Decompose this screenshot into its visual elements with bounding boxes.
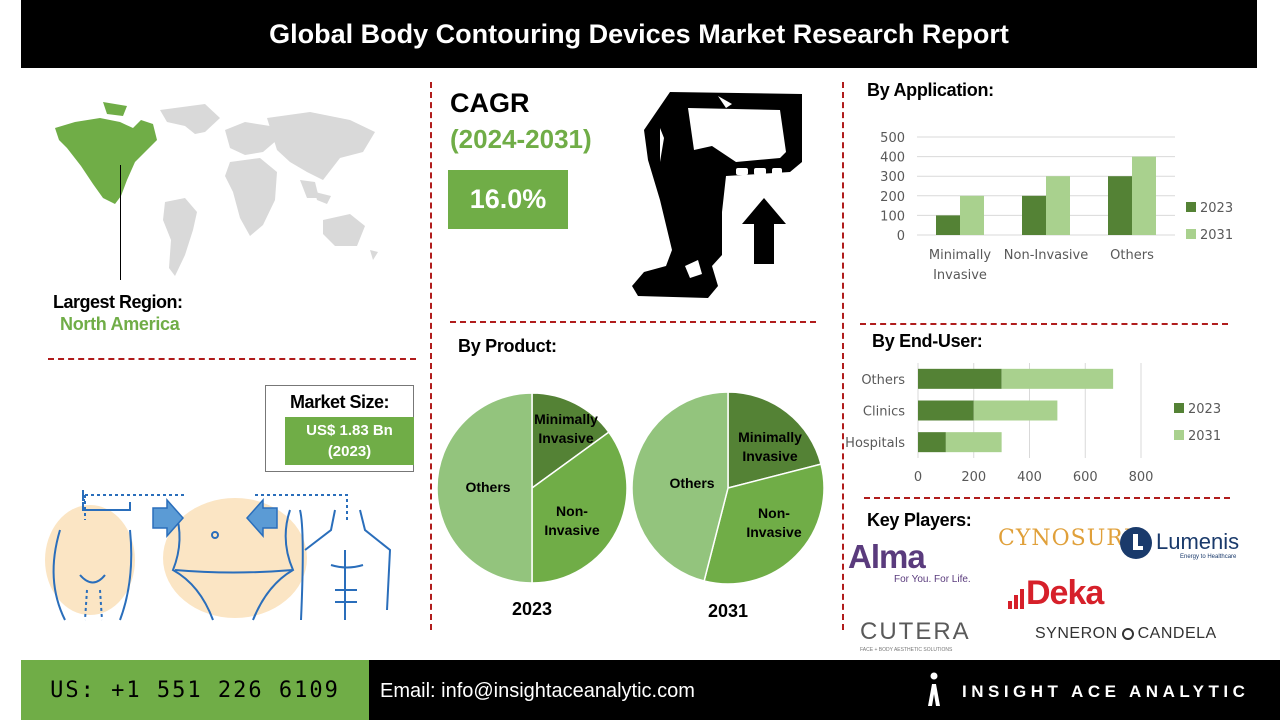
pie-year-label: 2031	[708, 601, 748, 621]
legend-swatch	[1174, 403, 1184, 413]
cagr-value: 16.0%	[448, 170, 568, 229]
legend-label: 2031	[1200, 228, 1233, 243]
body-contouring-illustration-icon	[45, 490, 392, 621]
y-tick-label: Hospitals	[845, 436, 905, 451]
x-tick-label: 200	[961, 470, 986, 485]
pie-year-label: 2023	[512, 599, 552, 619]
legend-label: 2031	[1188, 429, 1221, 444]
largest-region-label: Largest Region:	[53, 292, 183, 312]
x-tick-label: 800	[1129, 470, 1154, 485]
market-size-card: Market Size: US$ 1.83 Bn (2023)	[265, 385, 414, 472]
product-pie-charts: Minimally InvasiveNon-InvasiveOthers2023 …	[436, 391, 825, 621]
legend-swatch	[1186, 202, 1196, 212]
enduser-bar-chart: 0 200 400 600 800 Others Clinics Hospitals 2023 2…	[845, 363, 1221, 485]
footer-phone: US: +1 551 226 6109	[21, 660, 369, 720]
lumenis-logo: Lumenis Energy to Healthcare	[1118, 525, 1248, 565]
cutera-logo: CUTERA FACE + BODY AESTHETIC SOLUTIONS	[860, 618, 971, 654]
pie-slice-label: Non-Invasive	[746, 505, 801, 540]
region-pointer-line	[120, 165, 121, 280]
footer-brand: INSIGHT ACE ANALYTIC	[962, 682, 1250, 701]
footer-bar: Email: info@insightaceanalytic.com INSIG…	[369, 660, 1280, 720]
cynosure-logo: CYNOSURE	[998, 526, 1141, 551]
bar-2031	[1132, 156, 1156, 235]
divider-region	[48, 358, 416, 360]
cagr-period: (2024-2031)	[450, 124, 592, 154]
pie-slice-label: Minimally Invasive	[738, 429, 802, 464]
bar-2023	[1108, 176, 1132, 235]
legend-label: 2023	[1200, 201, 1233, 216]
syneron-candela-circle-icon	[1121, 628, 1134, 640]
y-tick-label: 500	[880, 131, 905, 146]
market-size-value: US$ 1.83 Bn (2023)	[285, 417, 414, 465]
x-tick-label: Non-Invasive	[1004, 248, 1088, 263]
alma-logo: Alma For You. For Life.	[848, 538, 971, 586]
syneron-candela-logo: SYNERON CANDELA	[1035, 625, 1217, 643]
y-tick-label: 200	[880, 190, 905, 205]
legend-swatch	[1186, 229, 1196, 239]
deka-icon	[1008, 589, 1024, 609]
divider-left	[430, 82, 432, 630]
bar-2023	[936, 215, 960, 235]
leg-contour-icon	[632, 92, 802, 298]
y-tick-label: 300	[880, 170, 905, 185]
bar-2023	[918, 432, 946, 453]
page-title: Global Body Contouring Devices Market Re…	[21, 0, 1257, 68]
divider-cagr	[450, 321, 816, 323]
market-size-amount: US$ 1.83 Bn	[306, 422, 393, 439]
y-tick-label: 100	[880, 209, 905, 224]
divider-application	[860, 323, 1228, 325]
candela-text: CANDELA	[1137, 625, 1217, 642]
enduser-title: By End-User:	[872, 331, 983, 351]
legend-swatch	[1174, 430, 1184, 440]
bar-2023	[918, 368, 1002, 389]
deka-logo: Deka	[1006, 574, 1131, 612]
application-bar-chart: 0 100 200 300 400 500 Minimally Invasive Non-Inv…	[880, 131, 1233, 283]
bar-2031	[1001, 368, 1114, 389]
footer-email: Email: info@insightaceanalytic.com	[380, 680, 695, 702]
pie-slice-label: Others	[465, 479, 510, 495]
x-tick-label: 400	[1017, 470, 1042, 485]
pie-slice-label: Others	[669, 475, 714, 491]
pie-slice-label: Non-Invasive	[544, 503, 599, 538]
bar-2023	[1022, 195, 1046, 235]
syneron-text: SYNERON	[1035, 625, 1118, 642]
market-size-year: (2023)	[327, 443, 372, 460]
key-players-title: Key Players:	[867, 510, 972, 530]
x-tick-label: 600	[1073, 470, 1098, 485]
largest-region-value: North America	[60, 314, 180, 334]
legend-label: 2023	[1188, 402, 1221, 417]
y-tick-label: 0	[897, 229, 905, 244]
bar-2031	[945, 432, 1002, 453]
application-title: By Application:	[867, 80, 994, 100]
divider-enduser	[864, 497, 1230, 499]
pie-slice	[727, 391, 822, 489]
pie-slice	[703, 463, 825, 585]
lumenis-icon	[1120, 527, 1152, 559]
bar-2031	[1046, 176, 1070, 235]
bar-2031	[973, 400, 1058, 421]
pie-slice-label: Minimally Invasive	[534, 411, 598, 446]
pie-slice	[531, 392, 610, 490]
y-tick-label: Clinics	[863, 405, 905, 420]
product-title: By Product:	[458, 336, 557, 356]
pie-slice	[436, 392, 533, 584]
divider-right	[842, 82, 844, 630]
pie-slice	[631, 391, 729, 582]
cagr-label: CAGR	[450, 88, 530, 118]
bar-2023	[918, 400, 974, 421]
pie-slice	[531, 431, 628, 584]
bar-2031	[960, 195, 984, 235]
market-size-label: Market Size:	[289, 392, 390, 412]
x-tick-label: Minimally Invasive	[929, 248, 992, 283]
world-map-icon	[55, 102, 378, 276]
y-tick-label: Others	[861, 373, 905, 388]
x-tick-label: Others	[1110, 248, 1154, 263]
y-tick-label: 400	[880, 151, 905, 166]
insight-ace-logo-icon	[928, 672, 940, 706]
x-tick-label: 0	[914, 470, 922, 485]
